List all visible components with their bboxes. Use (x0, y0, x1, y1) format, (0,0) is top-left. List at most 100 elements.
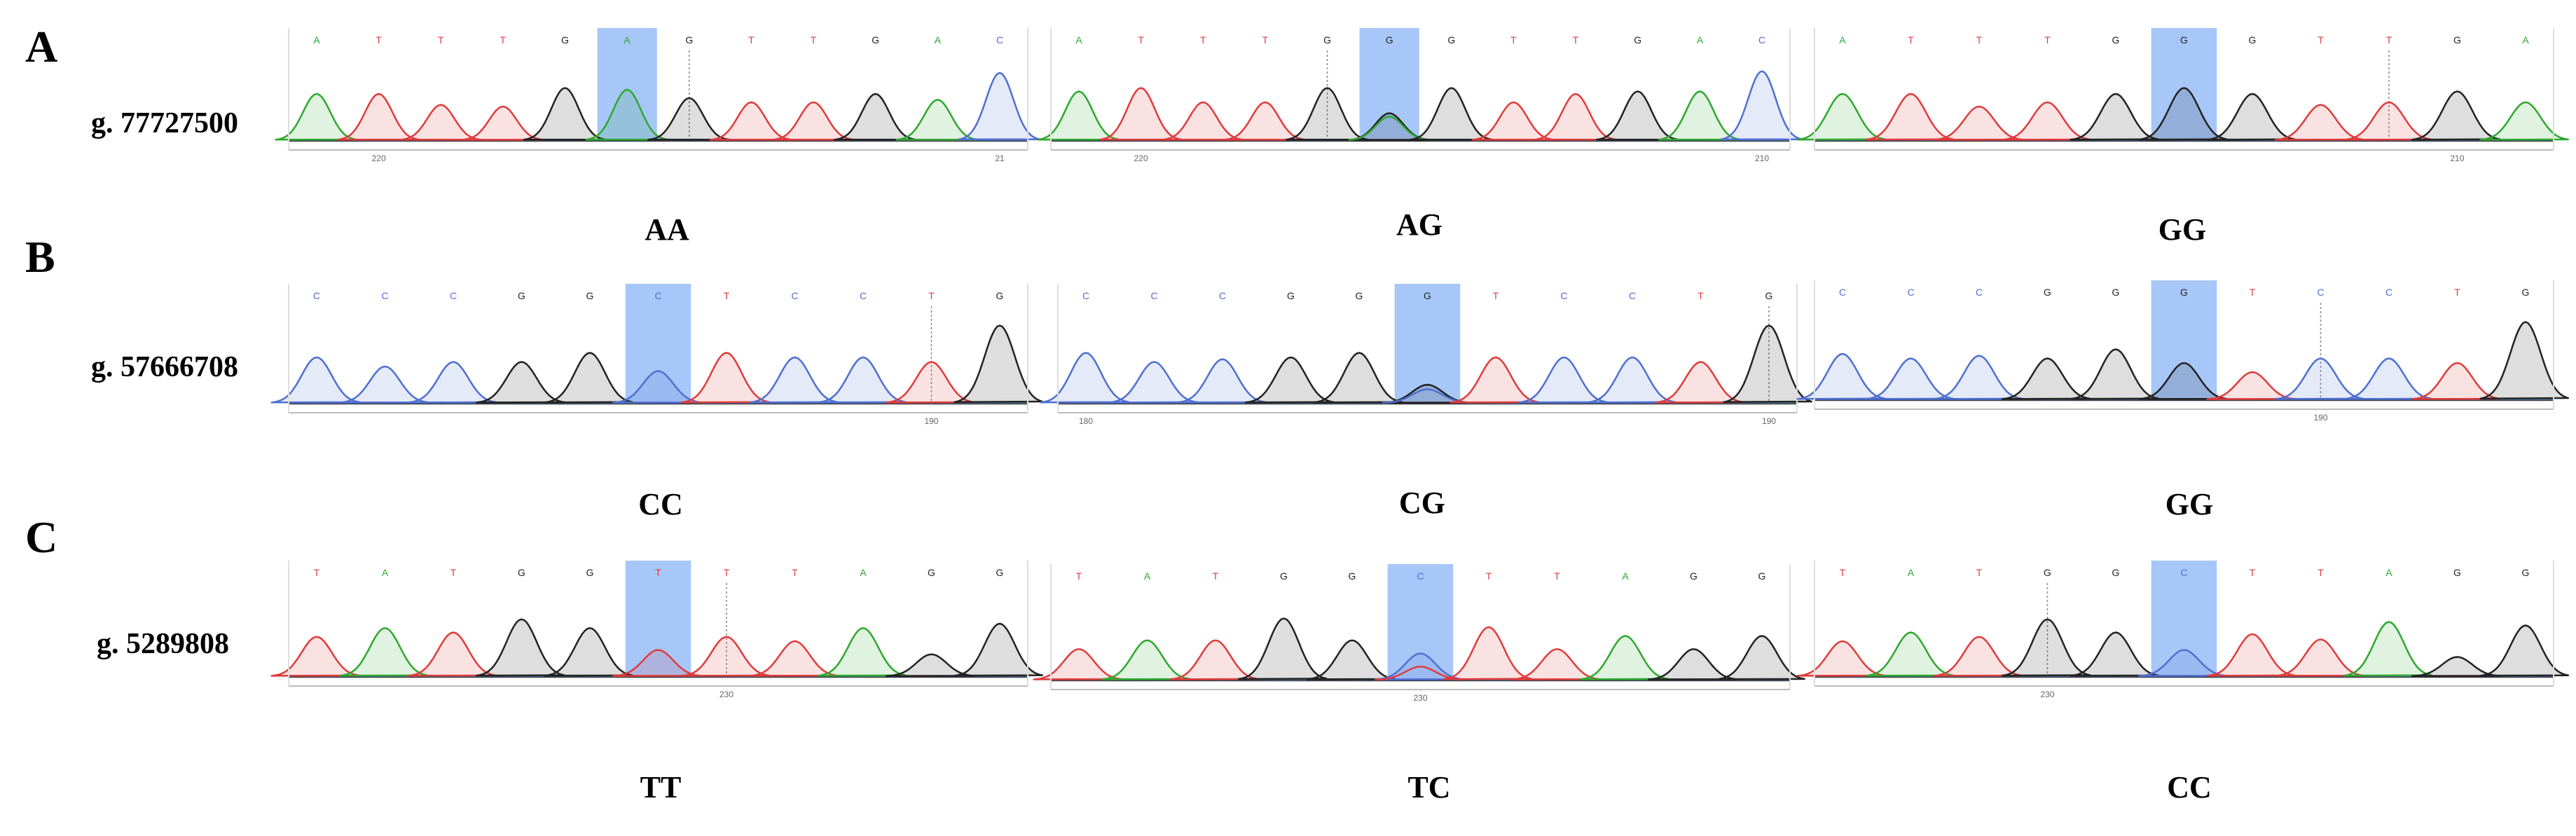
chromatogram-b-cc-peak-5 (612, 370, 702, 404)
chromatogram-c-tc-peak-10 (1716, 635, 1806, 680)
chromatogram-a-aa-tick-1: 21 (995, 153, 1005, 163)
chromatogram-c-cc-base-10: G (2522, 567, 2530, 578)
chromatogram-b-cc-peak-4 (544, 352, 634, 404)
chromatogram-a-gg-base-8: T (2386, 34, 2392, 46)
panel-letter-a: A (25, 22, 58, 71)
chromatogram-b-gg-peak-2 (1933, 355, 2023, 400)
chromatogram-b-cg-peak-5-secondary (1382, 388, 1470, 404)
chromatogram-c-cc-tick-0: 230 (2040, 690, 2054, 699)
chromatogram-c-cc-peak-7 (2274, 638, 2364, 677)
chromatogram-a-gg-base-3: T (2044, 34, 2051, 46)
chromatogram-c-tt-base-4: G (586, 567, 594, 578)
chromatogram-c-tt-peak-5 (612, 649, 702, 677)
chromatogram-a-ag-base-10: A (1697, 34, 1704, 46)
chromatogram-c-tt-peak-7 (748, 640, 839, 677)
chromatogram-b-cc-base-8: C (860, 290, 867, 301)
chromatogram-c-tt-base-3: G (518, 567, 525, 578)
chromatogram-b-cc-base-9: T (928, 290, 935, 301)
chromatogram-b-gg-peak-5 (2137, 362, 2228, 400)
genotype-label-a-gg: GG (2158, 212, 2207, 247)
chromatogram-a-ag-base-0: A (1075, 34, 1082, 46)
chromatogram-a-ag-base-6: G (1447, 34, 1455, 46)
chromatogram-a-ag-base-5: G (1386, 34, 1393, 46)
chromatogram-b-cc-base-5: C (654, 290, 661, 301)
chromatogram-b-cg-base-3: G (1287, 290, 1295, 301)
chromatogram-b-gg-base-7: C (2317, 287, 2324, 298)
chromatogram-a-aa-base-1: T (376, 34, 382, 46)
chromatogram-b-cg-peak-2 (1176, 358, 1267, 404)
chromatogram-c-tt-base-1: A (382, 567, 389, 578)
chromatogram-b-cc-peak-10 (953, 324, 1044, 404)
chromatogram-c-tt-peak-3 (475, 618, 565, 677)
chromatogram-c-tt-tick-0: 230 (719, 690, 733, 699)
chromatogram-a-aa-tick-0: 220 (372, 153, 386, 163)
chromatogram-b-gg-peak-6 (2206, 371, 2296, 400)
chromatogram-b-cg-peak-7 (1517, 356, 1608, 404)
chromatogram-a-gg: A T T T G G G T T G A 210 (1796, 28, 2570, 163)
chromatogram-b-cc-base-7: C (791, 290, 798, 301)
chromatogram-a-gg-base-10: A (2522, 34, 2529, 46)
chromatogram-a-ag-peak-2 (1161, 101, 1246, 141)
genotype-label-b-gg: GG (2165, 487, 2214, 521)
chromatogram-c-tt-base-8: A (860, 567, 867, 578)
chromatogram-b-cg-peak-1 (1108, 361, 1198, 404)
chromatogram-a-aa-peak-5 (585, 88, 669, 141)
chromatogram-a-aa-base-8: T (811, 34, 817, 46)
chromatogram-c-tt-peak-2 (407, 631, 497, 677)
chromatogram-a-gg-peak-10 (2479, 101, 2570, 141)
chromatogram-a-ag-peak-7 (1471, 101, 1556, 141)
chromatogram-a-aa-base-5: A (624, 34, 631, 46)
chromatogram-a-aa-peak-6 (647, 97, 731, 141)
chromatogram-b-cc-peak-7 (748, 356, 839, 404)
chromatogram-a-aa-peak-8 (771, 101, 855, 141)
chromatogram-b-gg-peak-1 (1864, 357, 1955, 400)
chromatogram-c-cc-peak-8 (2343, 621, 2433, 677)
chromatogram-c-cc-base-5: C (2180, 567, 2187, 578)
chromatogram-a-gg-peak-3 (2001, 101, 2091, 141)
chromatogram-c-cc-peak-1 (1864, 631, 1955, 677)
chromatogram-b-gg-base-2: C (1976, 287, 1983, 298)
chromatogram-a-ag-base-1: T (1138, 34, 1144, 46)
chromatogram-a-gg-peak-9 (2411, 90, 2501, 141)
chromatogram-c-cc-snp-highlight (2151, 561, 2217, 678)
chromatogram-c-cc-base-0: T (1840, 567, 1846, 578)
chromatogram-b-cc-peak-0 (270, 356, 361, 404)
chromatogram-c-tt-base-9: G (928, 567, 935, 578)
chromatogram-b-gg-base-3: G (2044, 287, 2051, 298)
chromatogram-a-ag-peak-10 (1658, 90, 1742, 141)
chromatogram-c-cc-peak-6 (2206, 633, 2296, 677)
locus-label-a: g. 77727500 (91, 107, 238, 139)
chromatogram-b-cc: C C C G G C T C C T G 190 (270, 284, 1044, 426)
chromatogram-c-cc-base-1: A (1908, 567, 1915, 578)
chromatogram-a-ag-peak-0 (1037, 90, 1121, 141)
chromatogram-a-gg-base-1: T (1908, 34, 1914, 46)
chromatogram-a-aa-base-9: G (872, 34, 879, 46)
chromatogram-b-gg-base-10: G (2522, 287, 2530, 298)
chromatogram-a-gg-peak-6 (2206, 92, 2296, 141)
chromatogram-c-tc-peak-0 (1033, 648, 1123, 680)
chromatogram-a-ag-base-7: T (1510, 34, 1517, 46)
chromatogram-a-ag-tick-0: 220 (1134, 153, 1148, 163)
chromatogram-c-cc-peak-10 (2479, 624, 2570, 677)
chromatogram-b-gg-base-9: T (2454, 287, 2460, 298)
chromatogram-a-aa-peak-4 (523, 87, 607, 141)
chromatogram-c-tt: T A T G G T T T A G G 230 (270, 561, 1044, 699)
chromatogram-c-tc-base-8: A (1622, 570, 1629, 582)
genotype-label-c-cc: CC (2167, 770, 2212, 804)
chromatogram-c-cc-peak-2 (1933, 636, 2023, 677)
chromatogram-a-gg-base-2: T (1976, 34, 1983, 46)
chromatogram-b-cg-base-4: G (1356, 290, 1363, 301)
chromatogram-b-cg-base-1: C (1150, 290, 1157, 301)
chromatogram-b-cg-base-2: C (1219, 290, 1226, 301)
chromatogram-b-cc-tick-0: 190 (924, 416, 938, 426)
chromatogram-c-tc: T A T G G C T T A G G 230 (1033, 564, 1806, 703)
chromatogram-b-gg-peak-4 (2069, 348, 2160, 400)
chromatogram-b-cg-tick-1: 190 (1762, 416, 1776, 426)
chromatogram-c-tc-peak-9 (1647, 648, 1737, 680)
chromatogram-a-aa-base-4: G (561, 34, 569, 46)
chromatogram-a-aa-base-0: A (313, 34, 320, 46)
chromatogram-c-tc-peak-5-secondary (1375, 666, 1463, 681)
genotype-label-b-cc: CC (638, 487, 683, 521)
chromatogram-c-cc-base-3: G (2044, 567, 2051, 578)
chromatogram-b-gg-peak-8 (2343, 357, 2433, 400)
